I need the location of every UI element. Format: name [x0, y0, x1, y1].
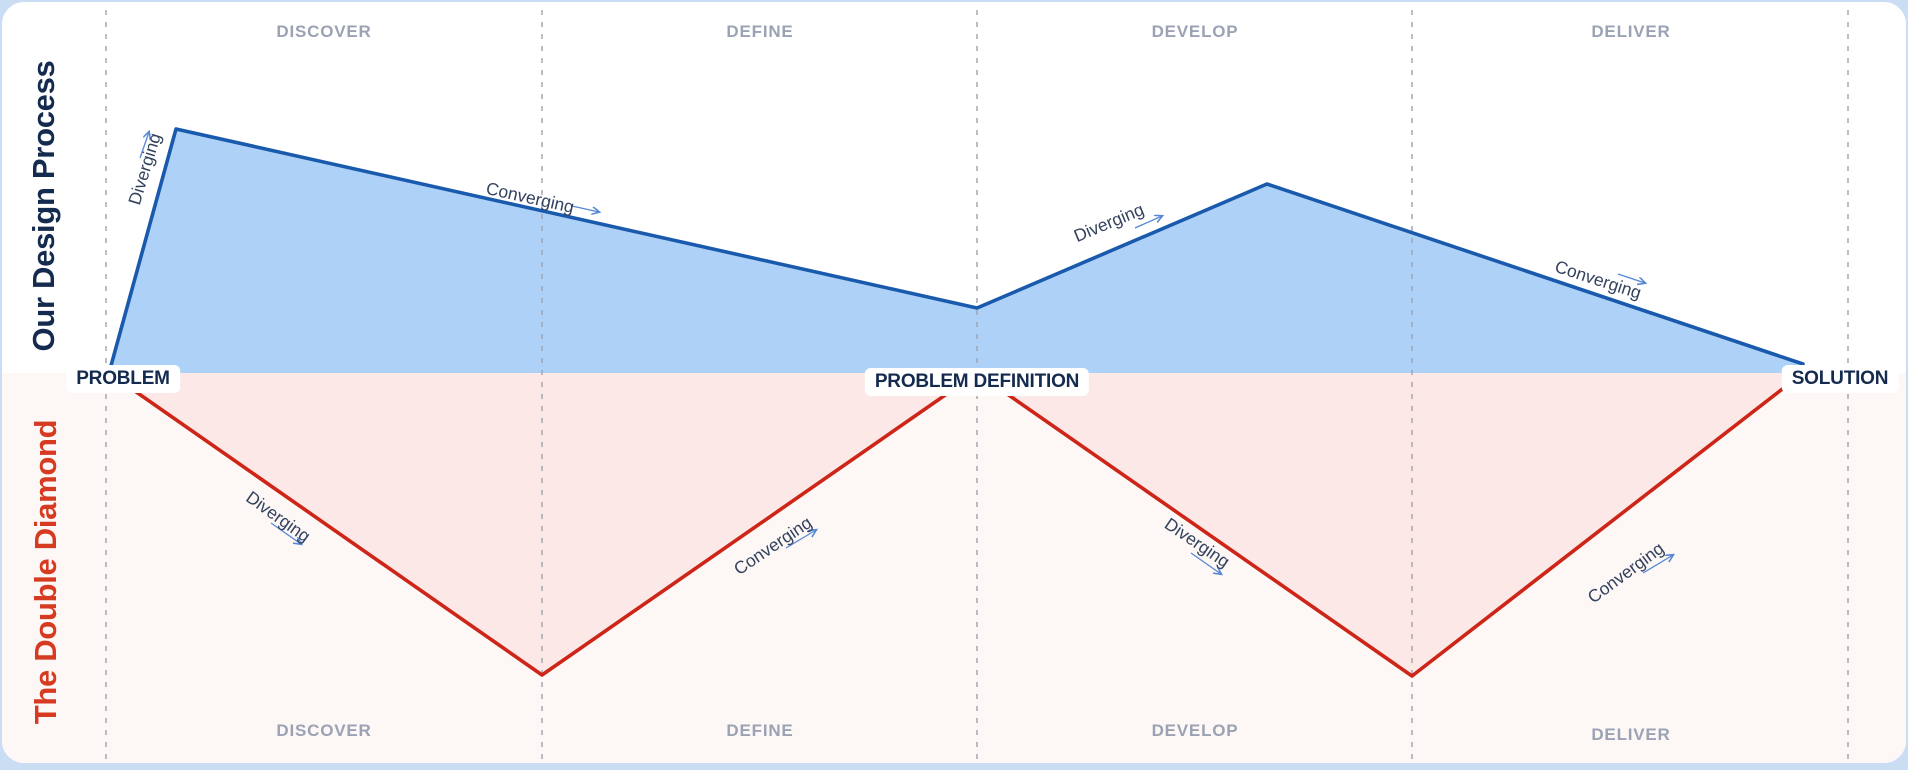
phase-label-top-define: DEFINE	[726, 22, 794, 41]
diverging-arrow-icon	[1190, 552, 1221, 574]
double-diamond-title: The Double Diamond	[28, 419, 63, 725]
diverging-arrow-icon	[270, 522, 301, 544]
design-process-line	[107, 127, 1805, 375]
diverging-arrow-icon	[1134, 216, 1162, 229]
diverging-arrow-icon	[139, 132, 149, 159]
double-diamond-line-solution	[975, 371, 1805, 678]
milestone-chip-problem-definition: PROBLEM DEFINITION	[864, 368, 1090, 396]
converging-arrow-icon	[1617, 273, 1645, 283]
phase-label-top-develop: DEVELOP	[1151, 22, 1239, 41]
double-diamond-area-solution	[977, 373, 1803, 676]
double-diamond-area-problem	[109, 373, 977, 675]
milestone-chip-solution: SOLUTION	[1781, 365, 1899, 393]
design-process-title: Our Design Process	[26, 60, 61, 352]
phase-label-bottom-develop: DEVELOP	[1151, 721, 1239, 740]
flow-arrows	[139, 132, 1673, 574]
phase-label-bottom-discover: DISCOVER	[276, 721, 372, 740]
converging-arrow-icon	[785, 530, 816, 549]
milestone-chip-problem: PROBLEM	[66, 365, 180, 393]
phase-label-bottom-define: DEFINE	[726, 721, 794, 740]
double-diamond-line-problem	[107, 371, 979, 677]
design-process-area	[109, 129, 1808, 373]
converging-arrow-icon	[571, 205, 599, 212]
phase-label-top-discover: DISCOVER	[276, 22, 372, 41]
phase-label-bottom-deliver: DELIVER	[1591, 725, 1671, 744]
converging-arrow-icon	[1642, 555, 1673, 574]
phase-label-top-deliver: DELIVER	[1591, 22, 1671, 41]
